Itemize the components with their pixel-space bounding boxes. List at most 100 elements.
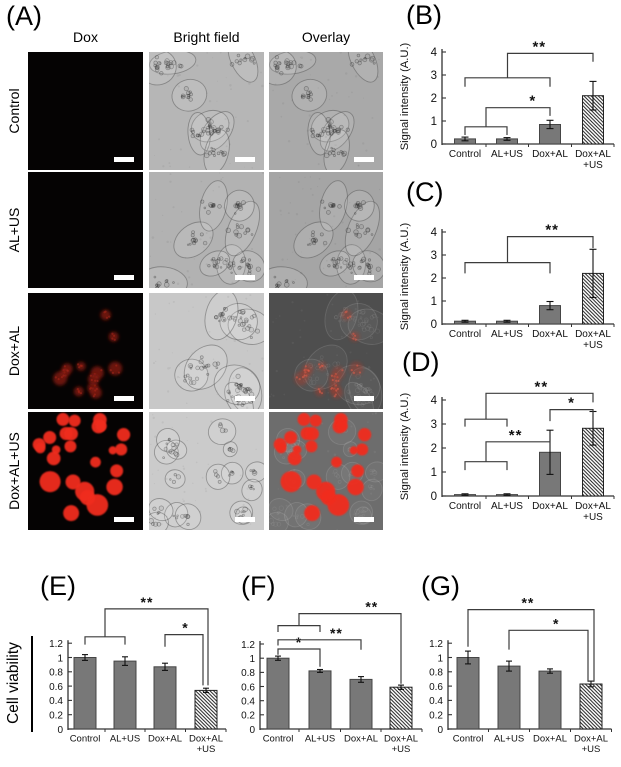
svg-text:2: 2 — [431, 93, 437, 105]
row-label-al-us: AL+US — [6, 207, 22, 253]
svg-text:Dox+AL: Dox+AL — [532, 329, 568, 340]
svg-text:**: ** — [365, 599, 378, 615]
svg-text:Dox+AL: Dox+AL — [575, 329, 611, 340]
svg-text:Control: Control — [70, 734, 101, 745]
svg-text:0.4: 0.4 — [49, 696, 63, 707]
cell-viability-underline — [31, 636, 33, 732]
svg-text:*: * — [553, 615, 559, 631]
svg-text:Dox+AL: Dox+AL — [384, 734, 418, 745]
row-label-control: Control — [6, 88, 22, 134]
svg-text:**: ** — [532, 38, 546, 55]
svg-text:*: * — [296, 634, 302, 650]
svg-text:Control: Control — [449, 149, 481, 160]
micro-doxal-dox-image — [28, 293, 143, 409]
svg-text:1: 1 — [437, 653, 443, 664]
svg-text:Dox+AL: Dox+AL — [575, 501, 611, 512]
svg-text:+US: +US — [392, 744, 411, 755]
svg-text:Control: Control — [449, 329, 481, 340]
row-label-dox-al: Dox+AL — [6, 325, 22, 377]
svg-text:*: * — [182, 620, 188, 636]
svg-text:**: ** — [521, 595, 534, 611]
svg-text:Dox+AL: Dox+AL — [189, 734, 223, 745]
micro-doxalus-brightfield-image — [149, 412, 264, 530]
micro-control-brightfield-image — [149, 52, 264, 170]
panel-a-label: (A) — [6, 1, 42, 31]
svg-text:*: * — [529, 93, 536, 110]
svg-text:*: * — [568, 395, 575, 412]
svg-text:0: 0 — [431, 491, 437, 503]
micro-alus-brightfield-image — [149, 172, 264, 288]
svg-text:Signal intensity (A.U.): Signal intensity (A.U.) — [399, 222, 411, 330]
svg-text:1: 1 — [57, 653, 63, 664]
svg-text:1: 1 — [249, 654, 255, 665]
svg-text:Dox+AL: Dox+AL — [575, 149, 611, 160]
svg-text:0: 0 — [431, 139, 437, 151]
svg-text:4: 4 — [431, 47, 438, 59]
panel-c-label: (C) — [406, 177, 444, 207]
svg-text:4: 4 — [431, 395, 438, 407]
micro-alus-dox-image — [28, 172, 143, 288]
micro-control-dox-image — [28, 52, 143, 170]
svg-text:Dox+AL: Dox+AL — [532, 501, 568, 512]
svg-text:0.6: 0.6 — [241, 682, 255, 693]
svg-text:Dox+AL: Dox+AL — [533, 734, 567, 745]
svg-text:1.2: 1.2 — [49, 639, 63, 650]
svg-text:+US: +US — [583, 340, 603, 351]
svg-text:Control: Control — [453, 734, 484, 745]
svg-text:1: 1 — [431, 296, 437, 308]
svg-text:AL+US: AL+US — [491, 501, 523, 512]
svg-text:**: ** — [330, 625, 343, 641]
svg-text:0.2: 0.2 — [429, 711, 443, 722]
svg-text:AL+US: AL+US — [491, 149, 523, 160]
svg-text:**: ** — [141, 594, 154, 610]
svg-text:0.8: 0.8 — [241, 668, 255, 679]
svg-text:AL+US: AL+US — [110, 734, 140, 745]
svg-text:0: 0 — [437, 725, 443, 736]
svg-text:1: 1 — [431, 467, 437, 479]
svg-text:**: ** — [509, 427, 523, 444]
svg-text:**: ** — [545, 222, 559, 239]
svg-text:Control: Control — [263, 734, 294, 745]
micro-doxalus-dox-image — [28, 412, 143, 530]
svg-text:+US: +US — [583, 160, 603, 171]
svg-text:Dox+AL: Dox+AL — [574, 734, 608, 745]
svg-text:AL+US: AL+US — [491, 329, 523, 340]
svg-text:3: 3 — [431, 250, 437, 262]
svg-text:1: 1 — [431, 116, 437, 128]
svg-text:0.8: 0.8 — [49, 668, 63, 679]
panel-f-label: (F) — [241, 571, 276, 601]
svg-text:0: 0 — [249, 725, 255, 736]
svg-text:Dox+AL: Dox+AL — [148, 734, 182, 745]
svg-text:0.8: 0.8 — [429, 668, 443, 679]
svg-text:0.4: 0.4 — [241, 697, 255, 708]
micro-doxal-brightfield-image — [149, 293, 264, 409]
chart-cell-viability-f: 00.20.40.60.811.2 *****Control AL+US Dox+AL… — [241, 599, 423, 755]
panel-g-label: (G) — [421, 571, 460, 601]
panel-b-label: (B) — [406, 0, 442, 30]
column-header-dox: Dox — [73, 29, 98, 45]
chart-cell-viability-e: 00.20.40.60.811.2***Control AL+US Dox+AL Do… — [49, 594, 227, 755]
svg-text:0.6: 0.6 — [49, 682, 63, 693]
micro-doxalus-overlay-image — [269, 412, 383, 530]
panel-e-label: (E) — [40, 571, 76, 601]
svg-text:1.2: 1.2 — [241, 640, 255, 651]
svg-text:2: 2 — [431, 443, 437, 455]
svg-text:1.2: 1.2 — [429, 639, 443, 650]
svg-text:0.2: 0.2 — [241, 711, 255, 722]
svg-text:Dox+AL: Dox+AL — [532, 149, 568, 160]
svg-text:0.4: 0.4 — [429, 696, 443, 707]
micro-control-overlay-image — [269, 52, 383, 170]
column-header-overlay: Overlay — [301, 29, 351, 45]
panel-d-label: (D) — [402, 347, 440, 377]
svg-text:Signal intensity (A.U.): Signal intensity (A.U.) — [399, 42, 411, 150]
micro-alus-overlay-image — [269, 172, 383, 288]
svg-text:AL+US: AL+US — [494, 734, 524, 745]
svg-text:Dox+AL: Dox+AL — [344, 734, 378, 745]
micro-doxal-overlay-image — [269, 293, 383, 409]
svg-text:**: ** — [535, 378, 549, 395]
svg-text:+US: +US — [583, 512, 603, 523]
